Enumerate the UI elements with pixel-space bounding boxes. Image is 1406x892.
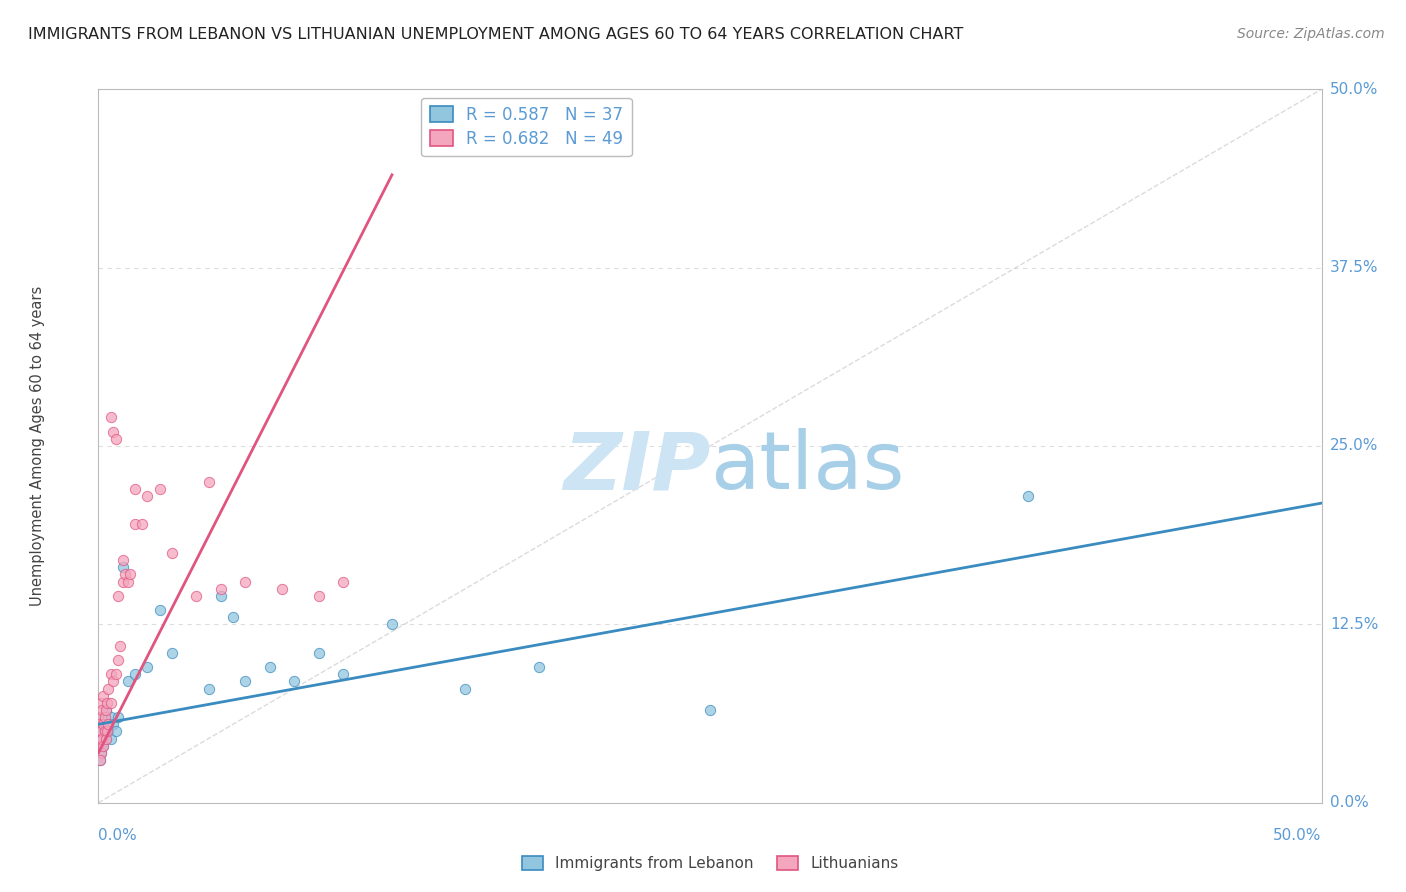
Point bbox=[100, 731, 122, 746]
Point bbox=[197, 681, 219, 696]
Point bbox=[283, 674, 305, 689]
Text: 25.0%: 25.0% bbox=[1330, 439, 1378, 453]
Point bbox=[160, 546, 183, 560]
Point bbox=[308, 646, 330, 660]
Point bbox=[94, 731, 117, 746]
Point bbox=[100, 696, 122, 710]
Point bbox=[117, 674, 139, 689]
Point bbox=[91, 710, 114, 724]
Point bbox=[104, 724, 127, 739]
Text: 12.5%: 12.5% bbox=[1330, 617, 1378, 632]
Point bbox=[1017, 489, 1039, 503]
Point bbox=[124, 517, 146, 532]
Point bbox=[222, 610, 245, 624]
Point bbox=[91, 703, 114, 717]
Point bbox=[89, 739, 111, 753]
Text: 50.0%: 50.0% bbox=[1330, 82, 1378, 96]
Point bbox=[96, 696, 118, 710]
Legend: Immigrants from Lebanon, Lithuanians: Immigrants from Lebanon, Lithuanians bbox=[516, 849, 904, 877]
Point bbox=[120, 567, 142, 582]
Point bbox=[209, 589, 232, 603]
Point bbox=[160, 646, 183, 660]
Text: 37.5%: 37.5% bbox=[1330, 260, 1378, 275]
Point bbox=[89, 731, 111, 746]
Point bbox=[91, 689, 114, 703]
Text: 50.0%: 50.0% bbox=[1274, 828, 1322, 843]
Point bbox=[149, 603, 172, 617]
Point bbox=[197, 475, 219, 489]
Text: 0.0%: 0.0% bbox=[98, 828, 138, 843]
Point bbox=[117, 574, 139, 589]
Point bbox=[96, 724, 118, 739]
Point bbox=[149, 482, 172, 496]
Point bbox=[94, 731, 117, 746]
Text: Source: ZipAtlas.com: Source: ZipAtlas.com bbox=[1237, 27, 1385, 41]
Point bbox=[90, 724, 112, 739]
Point bbox=[233, 574, 256, 589]
Point bbox=[107, 589, 129, 603]
Point bbox=[332, 667, 354, 681]
Point bbox=[89, 753, 111, 767]
Point bbox=[381, 617, 404, 632]
Point bbox=[97, 717, 120, 731]
Point bbox=[111, 574, 134, 589]
Point bbox=[107, 653, 129, 667]
Text: IMMIGRANTS FROM LEBANON VS LITHUANIAN UNEMPLOYMENT AMONG AGES 60 TO 64 YEARS COR: IMMIGRANTS FROM LEBANON VS LITHUANIAN UN… bbox=[28, 27, 963, 42]
Point bbox=[94, 703, 117, 717]
Point bbox=[87, 739, 110, 753]
Point bbox=[93, 710, 115, 724]
Point bbox=[308, 589, 330, 603]
Point bbox=[107, 710, 129, 724]
Point bbox=[136, 660, 159, 674]
Point bbox=[454, 681, 477, 696]
Text: atlas: atlas bbox=[710, 428, 904, 507]
Point bbox=[87, 724, 110, 739]
Point bbox=[91, 731, 114, 746]
Point bbox=[97, 724, 120, 739]
Point bbox=[124, 667, 146, 681]
Text: ZIP: ZIP bbox=[562, 428, 710, 507]
Point bbox=[186, 589, 208, 603]
Point bbox=[527, 660, 550, 674]
Point bbox=[90, 724, 112, 739]
Point bbox=[89, 717, 111, 731]
Point bbox=[100, 710, 122, 724]
Point bbox=[114, 567, 136, 582]
Point bbox=[209, 582, 232, 596]
Point bbox=[124, 482, 146, 496]
Point bbox=[91, 717, 114, 731]
Point bbox=[101, 425, 124, 439]
Point bbox=[91, 739, 114, 753]
Point bbox=[233, 674, 256, 689]
Point bbox=[100, 667, 122, 681]
Point bbox=[90, 746, 112, 760]
Point bbox=[90, 696, 112, 710]
Point bbox=[111, 553, 134, 567]
Point bbox=[89, 753, 111, 767]
Point bbox=[104, 432, 127, 446]
Point bbox=[332, 574, 354, 589]
Point bbox=[270, 582, 294, 596]
Point bbox=[93, 724, 115, 739]
Point bbox=[131, 517, 153, 532]
Point bbox=[94, 703, 117, 717]
Point bbox=[259, 660, 281, 674]
Point bbox=[136, 489, 159, 503]
Point bbox=[91, 739, 114, 753]
Point bbox=[93, 724, 115, 739]
Text: 0.0%: 0.0% bbox=[1330, 796, 1368, 810]
Point bbox=[111, 560, 134, 574]
Point bbox=[91, 731, 114, 746]
Point bbox=[100, 410, 122, 425]
Point bbox=[87, 710, 110, 724]
Point bbox=[97, 681, 120, 696]
Point bbox=[101, 674, 124, 689]
Point bbox=[104, 667, 127, 681]
Point bbox=[110, 639, 132, 653]
Point bbox=[699, 703, 721, 717]
Point bbox=[91, 717, 114, 731]
Point bbox=[101, 717, 124, 731]
Point bbox=[90, 746, 112, 760]
Text: Unemployment Among Ages 60 to 64 years: Unemployment Among Ages 60 to 64 years bbox=[30, 285, 45, 607]
